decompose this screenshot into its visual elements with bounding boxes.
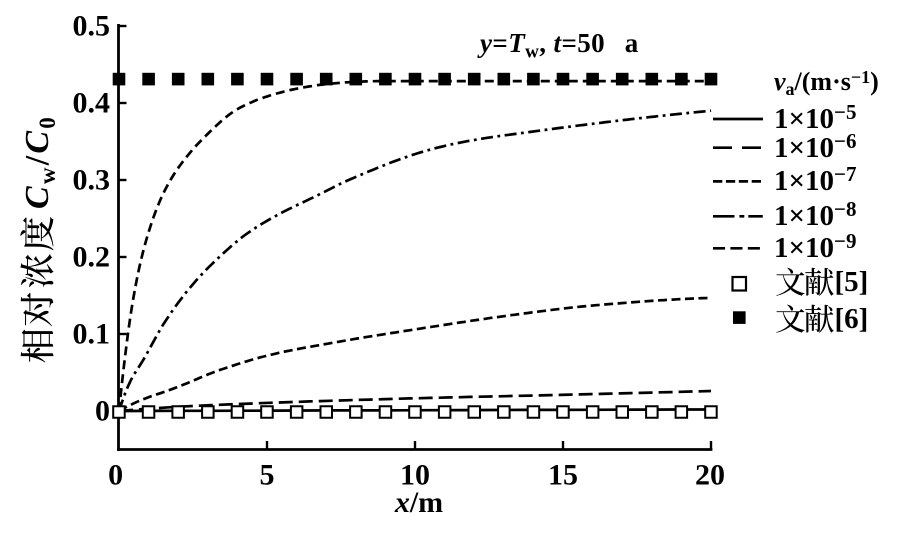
svg-text:Cw/C0: Cw/C0 (19, 115, 60, 209)
svg-text:y=Tw, t=50 a: y=Tw, t=50 a (477, 28, 639, 63)
svg-text:0.3: 0.3 (73, 164, 111, 197)
svg-text:x/m: x/m (394, 486, 443, 519)
svg-text:va/(m·s−1): va/(m·s−1) (774, 67, 879, 99)
svg-text:5: 5 (260, 459, 275, 492)
svg-text:0.5: 0.5 (73, 10, 111, 43)
svg-text:0: 0 (95, 395, 110, 428)
svg-text:0: 0 (108, 459, 123, 492)
svg-text:20: 20 (695, 459, 725, 492)
svg-text:0.4: 0.4 (73, 87, 111, 120)
svg-text:1×10−7: 1×10−7 (774, 162, 857, 197)
svg-text:15: 15 (548, 459, 578, 492)
svg-text:[6]: [6] (835, 303, 869, 335)
svg-text:10: 10 (400, 459, 430, 492)
svg-text:0.2: 0.2 (73, 241, 111, 274)
svg-text:[5]: [5] (835, 266, 869, 298)
svg-text:0.1: 0.1 (73, 318, 111, 351)
